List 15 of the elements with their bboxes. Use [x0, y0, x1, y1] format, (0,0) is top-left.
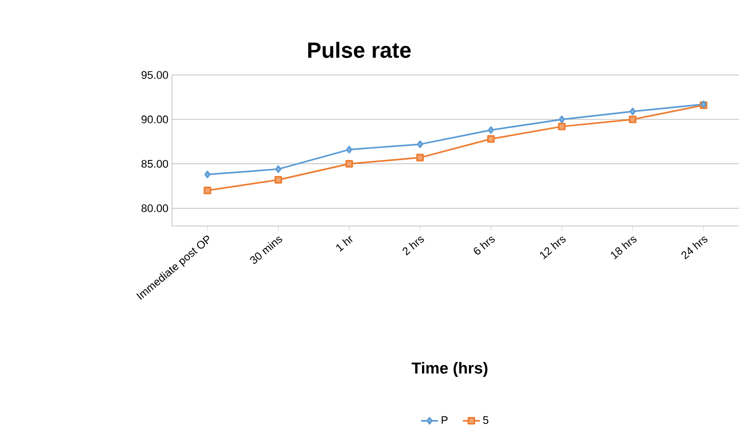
y-tick-label: 95.00	[142, 71, 168, 79]
x-tick-label: 24 hrs	[681, 236, 708, 260]
x-tick-label: 18 hrs	[610, 236, 637, 260]
x-axis-title: Time (hrs)	[412, 362, 488, 377]
y-tick-label: 80.00	[142, 204, 168, 212]
x-tick-label: 2 hrs	[402, 236, 424, 256]
legend-label: 5	[483, 416, 488, 424]
x-tick-label: 12 hrs	[540, 236, 566, 260]
x-tick-label: 1 hr	[336, 236, 353, 252]
legend-label: P	[442, 416, 448, 424]
chart-title: Pulse rate	[308, 42, 411, 58]
y-tick-label: 85.00	[142, 160, 168, 168]
x-tick-label: 30 mins	[250, 236, 282, 264]
y-tick-label: 90.00	[142, 116, 168, 124]
x-tick-label: 6 hrs	[474, 236, 495, 254]
